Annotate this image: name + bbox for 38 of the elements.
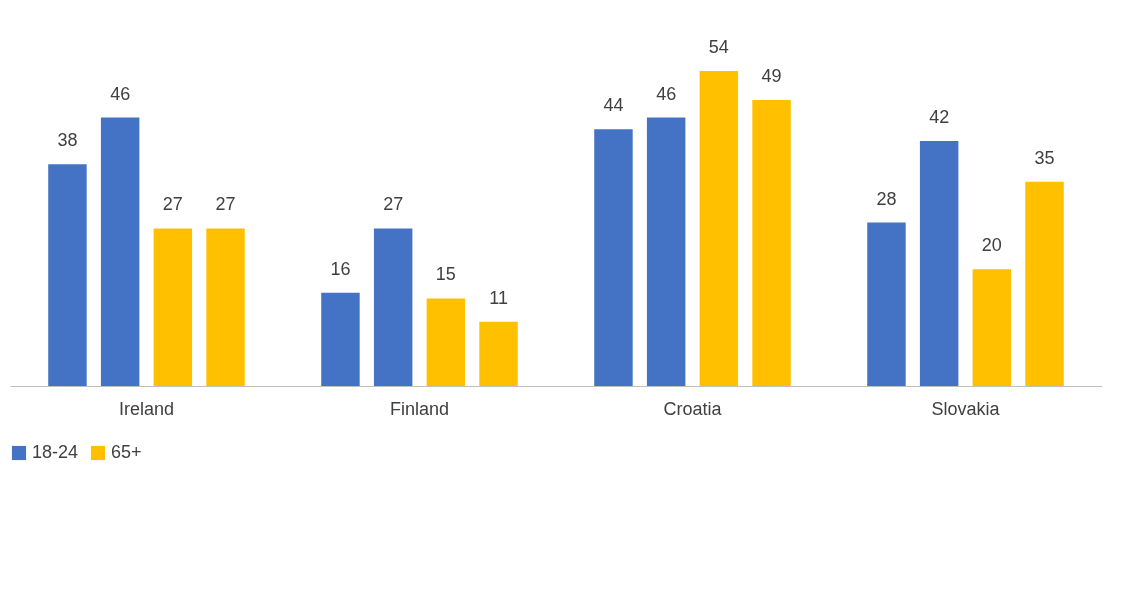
data-label: 28 [876, 188, 897, 209]
bar [646, 117, 686, 386]
bar [699, 70, 739, 386]
data-label: 42 [929, 106, 950, 127]
bar [373, 228, 413, 386]
bar [919, 140, 959, 386]
data-label: 44 [603, 95, 624, 116]
bar [100, 117, 140, 386]
data-label: 46 [656, 83, 677, 104]
data-label: 27 [383, 194, 404, 215]
data-label: 11 [489, 287, 508, 308]
data-label: 27 [215, 194, 236, 215]
data-label: 15 [435, 264, 456, 285]
bar [752, 100, 791, 386]
x-tick-label: Croatia [663, 398, 723, 419]
data-label: 54 [708, 36, 729, 57]
data-label: 16 [330, 258, 351, 279]
bar [479, 321, 518, 386]
legend-label: 18-24 [32, 442, 79, 462]
data-label: 49 [761, 66, 782, 87]
legend-label: 65+ [111, 442, 142, 462]
bar [594, 129, 633, 386]
bar [321, 292, 360, 386]
x-tick-label: Finland [389, 398, 450, 419]
bar [972, 269, 1012, 386]
data-label: 35 [1034, 147, 1055, 168]
data-label: 27 [162, 194, 183, 215]
bar [206, 228, 245, 386]
bar [1025, 181, 1064, 386]
bar [426, 298, 466, 386]
x-tick-label: Slovakia [931, 398, 1001, 419]
bar [867, 222, 906, 386]
data-label: 46 [110, 83, 131, 104]
bar [48, 164, 87, 386]
x-tick-label: Ireland [118, 398, 175, 419]
data-label: 38 [57, 130, 78, 151]
bar [153, 228, 193, 386]
data-label: 20 [981, 235, 1002, 256]
